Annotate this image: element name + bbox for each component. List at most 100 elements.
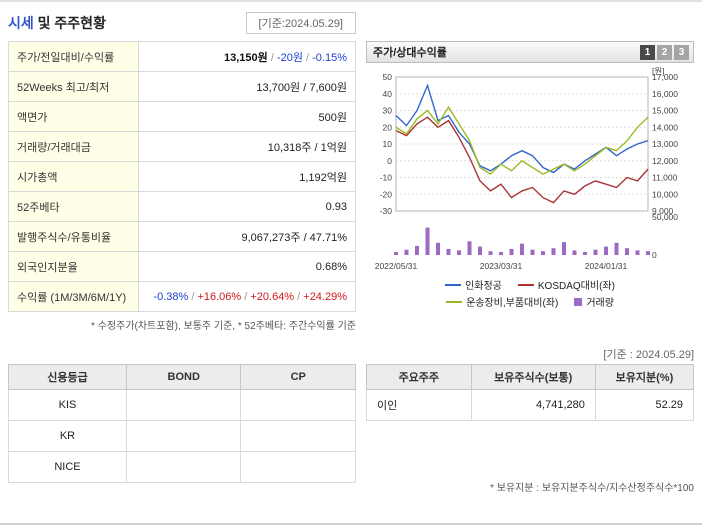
reference-date-box: [기준:2024.05.29] xyxy=(245,12,356,34)
svg-text:12,000: 12,000 xyxy=(652,156,678,166)
bottom-section: 신용등급 BOND CP KIS KR NICE [기준 : 2024.05.29] 주요… xyxy=(8,346,695,494)
quote-value: 0.68% xyxy=(138,251,356,282)
svg-text:50,000: 50,000 xyxy=(652,212,678,222)
credit-rating-cell xyxy=(240,451,356,483)
svg-text:17,000: 17,000 xyxy=(652,72,678,82)
svg-text:16,000: 16,000 xyxy=(652,89,678,99)
page-title: 시세 및 주주현황 xyxy=(8,13,106,33)
svg-text:40: 40 xyxy=(383,89,393,99)
legend-line-marker xyxy=(446,300,463,303)
quote-value: 13,150원 / -20원 / -0.15% xyxy=(138,41,356,72)
legend-item: 인화정공 xyxy=(445,277,502,292)
shareholder-table: 주요주주 보유주식수(보통) 보유지분(%) 이인 4,741,280 52.29 xyxy=(366,364,695,421)
shareholder-footnote: * 보유지분 : 보유지분주식수/지수산정주식수*100 xyxy=(490,483,694,494)
chart-legend: 인화정공 KOSDAQ대비(좌) 운송장비,부품대비(좌) 거래량 xyxy=(366,277,694,309)
svg-text:0: 0 xyxy=(387,156,392,166)
quote-row: 발행주식수/유통비율 9,067,273주 / 47.71% xyxy=(8,221,356,252)
chart-tab-1[interactable]: 1 xyxy=(640,44,655,60)
chart-tab-2[interactable]: 2 xyxy=(657,44,672,60)
credit-rating-cell: NICE xyxy=(8,451,127,483)
page-header: 시세 및 주주현황 [기준:2024.05.29] xyxy=(8,8,356,38)
shareholder-cell: 4,741,280 xyxy=(470,389,596,421)
quote-label: 거래량/거래대금 xyxy=(8,131,139,162)
quote-value: 0.93 xyxy=(138,191,356,222)
svg-text:13,000: 13,000 xyxy=(652,139,678,149)
quote-row: 52Weeks 최고/최저 13,700원 / 7,600원 xyxy=(8,71,356,102)
legend-label: 거래량 xyxy=(586,298,614,309)
legend-item: KOSDAQ대비(좌) xyxy=(517,277,615,292)
svg-text:20: 20 xyxy=(383,122,393,132)
quote-table: 주가/전일대비/수익률 13,150원 / -20원 / -0.15% 52Week… xyxy=(8,41,356,312)
quote-label: 주가/전일대비/수익률 xyxy=(8,41,139,72)
credit-rating-header-cell: BOND xyxy=(125,364,242,390)
quote-row: 거래량/거래대금 10,318주 / 1억원 xyxy=(8,131,356,162)
shareholder-header-cell: 보유지분(%) xyxy=(594,364,695,390)
page-title-accent: 시세 xyxy=(8,15,34,31)
svg-text:0: 0 xyxy=(652,250,657,260)
credit-rating-header-cell: 신용등급 xyxy=(8,364,127,390)
chart-panel-title: 주가/상대수익률 xyxy=(373,47,447,59)
main-section: 주가/전일대비/수익률 13,150원 / -20원 / -0.15% 52Week… xyxy=(8,41,694,332)
quote-label: 수익률 (1M/3M/6M/1Y) xyxy=(8,281,139,312)
svg-text:2022/05/31: 2022/05/31 xyxy=(375,261,418,271)
shareholder-cell: 52.29 xyxy=(594,389,695,421)
page-title-rest: 및 주주현황 xyxy=(33,15,106,31)
legend-label: 인화정공 xyxy=(465,281,502,292)
svg-text:10: 10 xyxy=(383,139,393,149)
credit-rating-cell xyxy=(125,389,242,421)
quote-row: 외국인지분율 0.68% xyxy=(8,251,356,282)
legend-label: 운송장비,부품대비(좌) xyxy=(466,298,559,309)
svg-text:30: 30 xyxy=(383,106,393,116)
quote-value: 1,192억원 xyxy=(138,161,356,192)
quote-label: 시가총액 xyxy=(8,161,139,192)
legend-volume-marker xyxy=(574,297,583,306)
quote-value: 500원 xyxy=(138,101,356,132)
table-row: KR xyxy=(8,420,356,452)
credit-rating-table: 신용등급 BOND CP KIS KR NICE xyxy=(8,364,356,483)
credit-rating-cell xyxy=(125,420,242,452)
table-row: NICE xyxy=(8,451,356,483)
svg-text:-10: -10 xyxy=(380,173,393,183)
svg-text:[원]: [원] xyxy=(652,66,665,76)
shareholder-header-cell: 보유주식수(보통) xyxy=(470,364,596,390)
quote-label: 52주베타 xyxy=(8,191,139,222)
legend-item: 운송장비,부품대비(좌) xyxy=(446,294,558,309)
quote-row: 52주베타 0.93 xyxy=(8,191,356,222)
credit-rating-column: 신용등급 BOND CP KIS KR NICE xyxy=(8,346,356,494)
svg-text:15,000: 15,000 xyxy=(652,106,678,116)
chart-tab-3[interactable]: 3 xyxy=(674,44,689,60)
svg-text:50: 50 xyxy=(383,72,393,82)
quote-row: 수익률 (1M/3M/6M/1Y) -0.38% / +16.06% / +20.… xyxy=(8,281,356,312)
quote-label: 액면가 xyxy=(8,101,139,132)
table-row: 이인 4,741,280 52.29 xyxy=(366,389,695,421)
svg-text:11,000: 11,000 xyxy=(652,173,678,183)
quote-column: 주가/전일대비/수익률 13,150원 / -20원 / -0.15% 52Week… xyxy=(8,41,356,332)
quote-row: 주가/전일대비/수익률 13,150원 / -20원 / -0.15% xyxy=(8,41,356,72)
svg-text:9,000: 9,000 xyxy=(652,206,674,216)
shareholder-column: [기준 : 2024.05.29] 주요주주 보유주식수(보통) 보유지분(%) 이인… xyxy=(366,346,695,494)
chart-svg: -30 -20 -10 0 10 20 30 40 50 9,000 10,000 11,000 12,… xyxy=(375,66,679,271)
quote-value: 9,067,273주 / 47.71% xyxy=(138,221,356,252)
shareholder-cell: 이인 xyxy=(366,389,472,421)
quote-row: 시가총액 1,192억원 xyxy=(8,161,356,192)
legend-item: 거래량 xyxy=(574,294,614,309)
legend-line-marker xyxy=(517,283,534,286)
table-header-row: 신용등급 BOND CP xyxy=(8,364,356,390)
svg-text:2024/01/31: 2024/01/31 xyxy=(585,261,628,271)
credit-rating-cell xyxy=(125,451,242,483)
table-row: KIS xyxy=(8,389,356,421)
quote-value: 10,318주 / 1억원 xyxy=(138,131,356,162)
table-header-row: 주요주주 보유주식수(보통) 보유지분(%) xyxy=(366,364,695,390)
shareholder-reference-date: [기준 : 2024.05.29] xyxy=(603,349,694,361)
legend-label: KOSDAQ대비(좌) xyxy=(537,281,615,292)
credit-rating-cell: KIS xyxy=(8,389,127,421)
credit-rating-cell xyxy=(240,420,356,452)
credit-rating-header-cell: CP xyxy=(240,364,356,390)
svg-text:10,000: 10,000 xyxy=(652,189,678,199)
legend-row: 운송장비,부품대비(좌) 거래량 xyxy=(366,294,694,309)
svg-text:2023/03/31: 2023/03/31 xyxy=(480,261,523,271)
